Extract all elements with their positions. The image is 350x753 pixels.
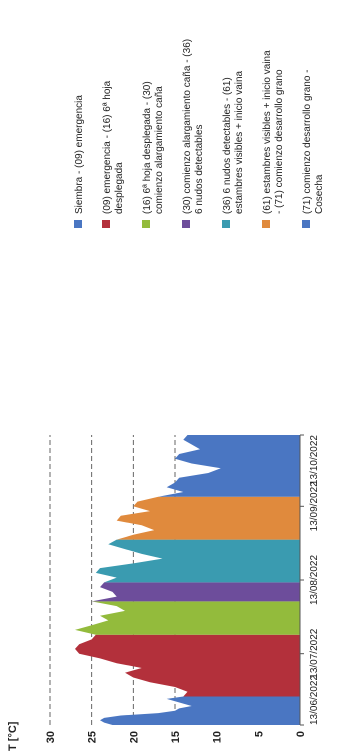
y-tick-label: 0 [295,731,307,737]
series-area-6 [116,496,300,540]
legend-label: (61) estambres visibles + inicio vaina- … [262,50,285,214]
legend-swatch [142,220,150,228]
y-tick-label: 30 [45,731,57,743]
x-tick-label: 13/10/2022 [309,435,320,485]
legend-label: (30) comienzo alargamiento caña - (36)6 … [182,39,205,214]
legend-label: (09) emergencia - (16) 6ª hojadesplegada [102,80,125,214]
y-tick-label: 20 [128,731,140,743]
y-tick-label: 10 [212,731,224,743]
legend-swatch [302,220,310,228]
series-area-4 [91,582,300,602]
y-tick-label: 5 [253,731,265,737]
legend-label: (71) comienzo desarrollo grano -Cosecha [302,69,325,214]
y-axis-label: T [°C] [7,721,19,751]
legend-swatch [102,220,110,228]
legend-swatch [182,220,190,228]
series-area-5 [95,539,300,583]
legend: Siembra - (09) emergencia (09) emergencia… [74,39,325,228]
series-area-3 [75,601,300,635]
series-area-7 [158,435,300,497]
legend-swatch [262,220,270,228]
series-area-1 [100,696,300,725]
legend-swatch [222,220,230,228]
y-tick-labels: 0 5 10 15 20 25 30 [45,731,307,743]
legend-label: (36) 6 nudos detectables - (61)estambres… [222,70,245,214]
y-tick-label: 15 [170,731,182,743]
x-tick-label: 13/06/2022 [309,675,320,725]
x-tick-label: 13/08/2022 [309,555,320,605]
series-area-2 [75,634,300,697]
legend-swatch [74,220,82,228]
x-tick-label: 13/09/2022 [309,481,320,531]
area-series [75,435,300,725]
legend-label: (16) 6ª hoja desplegada - (30)comienzo a… [142,81,165,214]
legend-label: Siembra - (09) emergencia [74,95,85,214]
y-tick-label: 25 [87,731,99,743]
x-tick-label: 13/07/2022 [309,628,320,678]
